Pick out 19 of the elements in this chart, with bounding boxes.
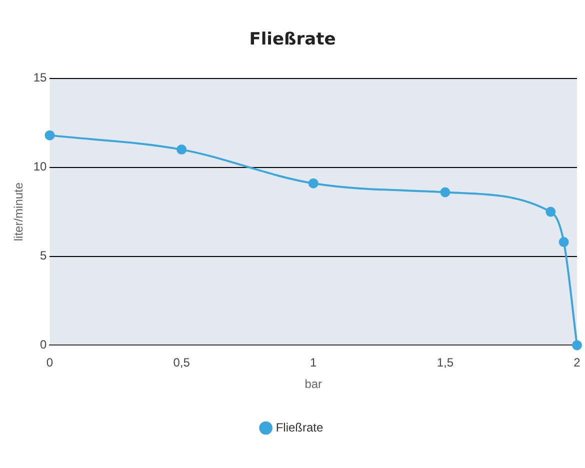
point	[176, 144, 187, 155]
point	[440, 187, 450, 198]
x-tick-label: 1	[310, 356, 318, 370]
y-tick-label: 0	[40, 338, 48, 352]
point	[572, 340, 582, 350]
y-axis-title: liter/minute	[12, 182, 26, 242]
x-tick-label: 2	[574, 356, 581, 370]
point	[558, 237, 569, 248]
point	[308, 178, 318, 188]
x-axis-title: bar	[304, 377, 322, 392]
y-tick-label: 5	[40, 248, 48, 263]
point	[546, 206, 556, 217]
x-tick-label: 1,5	[436, 356, 454, 370]
point	[44, 130, 55, 140]
chart-title: Fließrate	[249, 30, 336, 50]
y-tick-label: 10	[33, 160, 48, 174]
legend-label: Fließrate	[276, 420, 324, 434]
x-tick-label: 0,5	[173, 356, 190, 370]
y-tick-label: 15	[33, 70, 48, 85]
